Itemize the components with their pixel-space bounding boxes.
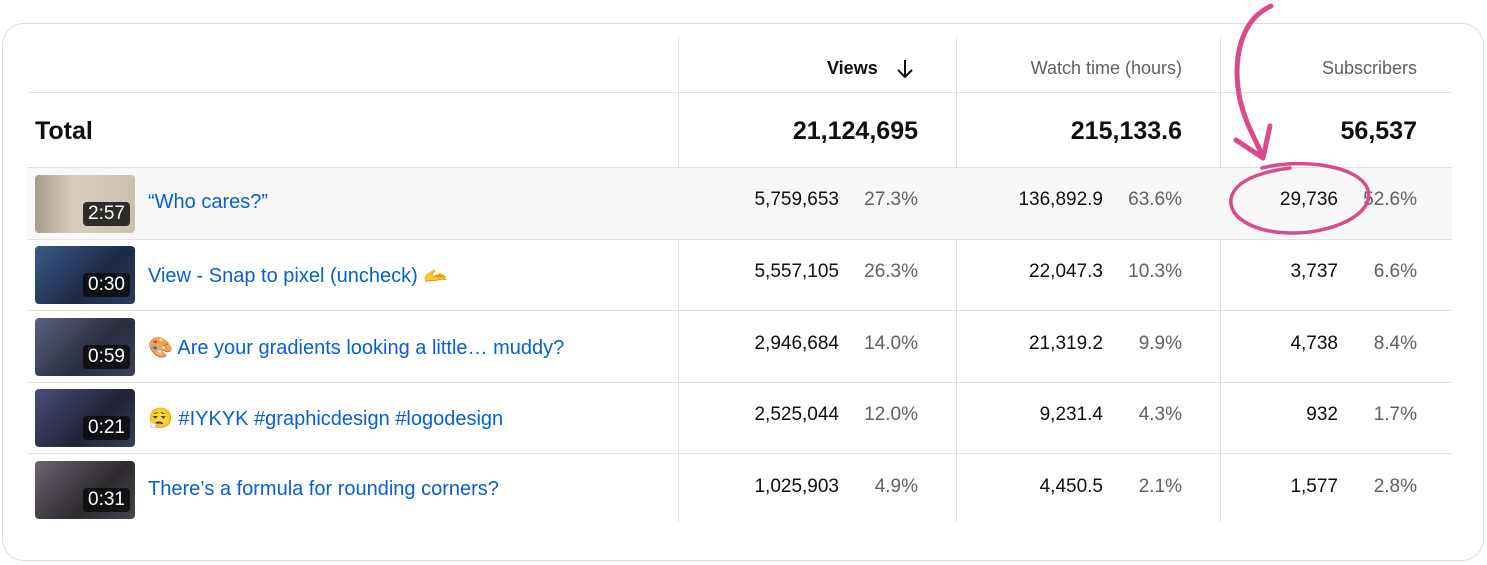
views-value: 1,025,903 [754,476,839,497]
video-duration: 0:30 [83,273,130,297]
views-value: 2,525,044 [754,404,839,425]
row-divider [27,167,1452,168]
subscribers-value: 29,736 [1279,189,1338,210]
views-value: 5,759,653 [754,189,839,210]
row-divider [27,453,1452,454]
subscribers-percent: 6.6% [1373,261,1417,282]
watch-time-percent: 63.6% [1128,189,1182,210]
row-divider [27,239,1452,240]
video-title-link[interactable]: “Who cares?” [148,191,269,213]
watch-time-percent: 2.1% [1138,476,1182,497]
video-thumbnail[interactable]: 0:59 [35,318,135,376]
video-title-link[interactable]: View - Snap to pixel (uncheck) 🫴 [148,265,449,287]
table-row[interactable] [27,168,1452,239]
views-percent: 4.9% [874,476,918,497]
subscribers-percent: 1.7% [1373,404,1417,425]
total-views: 21,124,695 [792,117,918,145]
subscribers-value: 1,577 [1290,476,1338,497]
video-thumbnail[interactable]: 2:57 [35,175,135,233]
video-thumbnail[interactable]: 0:31 [35,461,135,519]
watch-time-value: 9,231.4 [1039,404,1103,425]
column-divider [678,37,679,522]
views-percent: 12.0% [864,404,918,425]
row-divider [27,92,1452,93]
column-header-subscribers[interactable]: Subscribers [1321,58,1417,78]
views-value: 5,557,105 [754,261,839,282]
watch-time-percent: 4.3% [1138,404,1182,425]
video-duration: 0:31 [83,488,130,512]
watch-time-value: 136,892.9 [1018,189,1103,210]
column-header-watch-time[interactable]: Watch time (hours) [1030,58,1182,78]
column-divider [1220,37,1221,522]
column-header-views[interactable]: Views [827,58,878,78]
views-percent: 26.3% [864,261,918,282]
video-title-link[interactable]: 🎨 Are your gradients looking a little… m… [148,337,565,359]
video-duration: 0:21 [83,416,130,440]
column-divider [956,37,957,522]
watch-time-percent: 10.3% [1128,261,1182,282]
subscribers-percent: 52.6% [1363,189,1417,210]
arrow-down-icon[interactable] [894,58,916,80]
subscribers-value: 3,737 [1290,261,1338,282]
views-percent: 27.3% [864,189,918,210]
row-divider [27,382,1452,383]
watch-time-percent: 9.9% [1138,333,1182,354]
row-divider [27,310,1452,311]
views-value: 2,946,684 [754,333,839,354]
video-thumbnail[interactable]: 0:30 [35,246,135,304]
views-percent: 14.0% [864,333,918,354]
watch-time-value: 4,450.5 [1039,476,1103,497]
watch-time-value: 21,319.2 [1029,333,1103,354]
total-watch-time: 215,133.6 [1070,117,1182,145]
video-duration: 0:59 [83,345,130,369]
watch-time-value: 22,047.3 [1029,261,1103,282]
video-title-link[interactable]: 😮‍💨 #IYKYK #graphicdesign #logodesign [148,408,504,430]
subscribers-percent: 2.8% [1373,476,1417,497]
total-subscribers: 56,537 [1340,117,1417,145]
video-thumbnail[interactable]: 0:21 [35,389,135,447]
video-title-link[interactable]: There’s a formula for rounding corners? [148,478,499,500]
subscribers-value: 932 [1306,404,1338,425]
total-label: Total [35,117,93,145]
video-duration: 2:57 [83,202,130,226]
subscribers-percent: 8.4% [1373,333,1417,354]
subscribers-value: 4,738 [1290,333,1338,354]
